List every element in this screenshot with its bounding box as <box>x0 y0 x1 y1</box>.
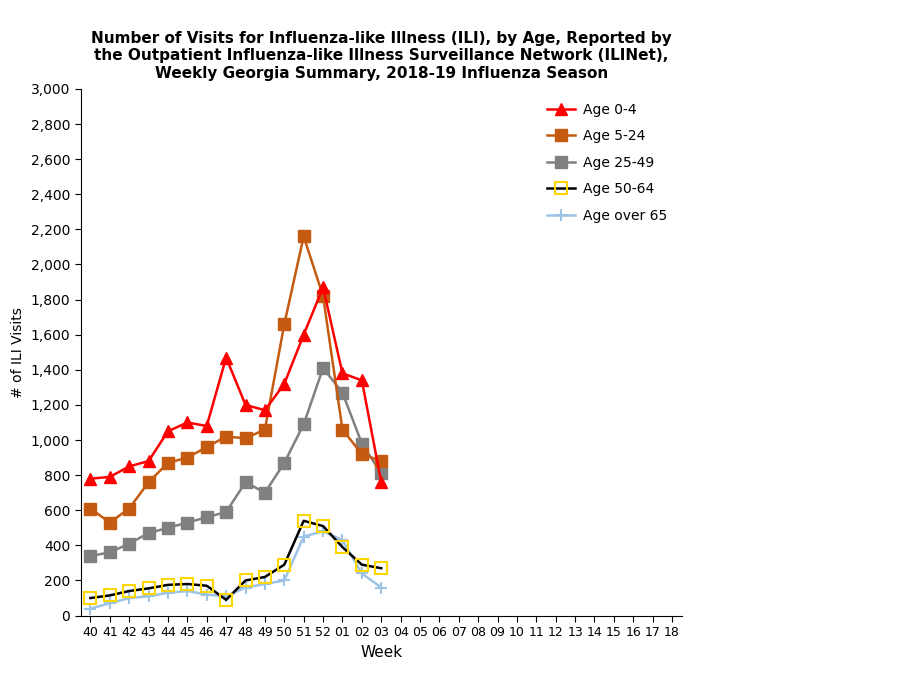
Age over 65 <box>104 599 115 607</box>
Age 5-24 <box>356 450 367 458</box>
Y-axis label: # of ILI Visits: # of ILI Visits <box>11 307 25 397</box>
Age 25-49 <box>318 364 328 372</box>
Age 25-49 <box>85 552 96 560</box>
Age 50-64 <box>182 580 193 588</box>
Age 0-4 <box>356 376 367 384</box>
Age 50-64 <box>144 584 154 592</box>
Line: Age 5-24: Age 5-24 <box>84 230 388 529</box>
Age 5-24 <box>221 432 231 440</box>
Age 25-49 <box>279 459 290 467</box>
Age over 65 <box>201 590 212 598</box>
Age over 65 <box>182 587 193 595</box>
Age 50-64 <box>104 591 115 599</box>
Age 25-49 <box>337 389 348 397</box>
Title: Number of Visits for Influenza-like Illness (ILI), by Age, Reported by
the Outpa: Number of Visits for Influenza-like Illn… <box>91 31 672 81</box>
Age 0-4 <box>279 380 290 388</box>
Age over 65 <box>259 580 270 588</box>
Age 50-64 <box>337 543 348 551</box>
Age 50-64 <box>279 561 290 569</box>
Age 25-49 <box>201 513 212 521</box>
Age over 65 <box>221 592 231 601</box>
Age 5-24 <box>162 459 173 467</box>
Age 5-24 <box>182 453 193 462</box>
Age 0-4 <box>104 473 115 481</box>
Age 50-64 <box>201 581 212 590</box>
Line: Age 50-64: Age 50-64 <box>84 514 388 606</box>
Age over 65 <box>279 577 290 585</box>
Age 0-4 <box>182 419 193 427</box>
Age over 65 <box>162 589 173 597</box>
Age 25-49 <box>356 439 367 447</box>
Age 25-49 <box>240 478 251 486</box>
Age 50-64 <box>356 561 367 569</box>
Age 0-4 <box>85 475 96 483</box>
Age 25-49 <box>144 529 154 537</box>
Age 25-49 <box>104 549 115 557</box>
Age 5-24 <box>259 425 270 434</box>
Age 5-24 <box>299 233 309 241</box>
Age over 65 <box>376 583 387 592</box>
Age 50-64 <box>318 522 328 530</box>
Age 0-4 <box>162 427 173 436</box>
Age 0-4 <box>299 330 309 339</box>
Age 0-4 <box>221 354 231 362</box>
Age 0-4 <box>124 462 135 471</box>
Age 0-4 <box>318 283 328 291</box>
Age 25-49 <box>259 488 270 497</box>
Age 5-24 <box>124 504 135 512</box>
Age 0-4 <box>201 422 212 430</box>
Age 25-49 <box>162 524 173 532</box>
Age 25-49 <box>299 420 309 428</box>
Age 50-64 <box>376 564 387 573</box>
Age over 65 <box>337 536 348 544</box>
Age 5-24 <box>104 518 115 527</box>
Age 0-4 <box>240 401 251 409</box>
Age 50-64 <box>162 581 173 589</box>
Age over 65 <box>124 594 135 602</box>
Age 0-4 <box>144 457 154 465</box>
Legend: Age 0-4, Age 5-24, Age 25-49, Age 50-64, Age over 65: Age 0-4, Age 5-24, Age 25-49, Age 50-64,… <box>542 97 673 228</box>
Age 5-24 <box>85 504 96 512</box>
Age 50-64 <box>299 516 309 525</box>
Line: Age 0-4: Age 0-4 <box>84 281 388 488</box>
Age 50-64 <box>221 596 231 604</box>
Age 5-24 <box>376 457 387 465</box>
Age 0-4 <box>337 369 348 378</box>
Age 5-24 <box>279 320 290 328</box>
Age over 65 <box>299 532 309 540</box>
Age over 65 <box>356 569 367 577</box>
Age over 65 <box>85 605 96 613</box>
Age 0-4 <box>259 406 270 415</box>
Age over 65 <box>144 592 154 601</box>
Age 50-64 <box>259 573 270 581</box>
Age 5-24 <box>144 478 154 486</box>
Age 25-49 <box>221 508 231 516</box>
Age 50-64 <box>85 594 96 602</box>
Line: Age over 65: Age over 65 <box>84 525 388 615</box>
Line: Age 25-49: Age 25-49 <box>84 362 388 562</box>
Age 25-49 <box>124 540 135 548</box>
Age over 65 <box>318 527 328 536</box>
Age 5-24 <box>318 292 328 300</box>
Age 5-24 <box>201 443 212 451</box>
Age over 65 <box>240 583 251 592</box>
Age 5-24 <box>240 434 251 443</box>
Age 5-24 <box>337 425 348 434</box>
Age 50-64 <box>240 577 251 585</box>
X-axis label: Week: Week <box>361 644 402 659</box>
Age 25-49 <box>182 518 193 527</box>
Age 50-64 <box>124 587 135 595</box>
Age 25-49 <box>376 469 387 477</box>
Age 0-4 <box>376 478 387 486</box>
